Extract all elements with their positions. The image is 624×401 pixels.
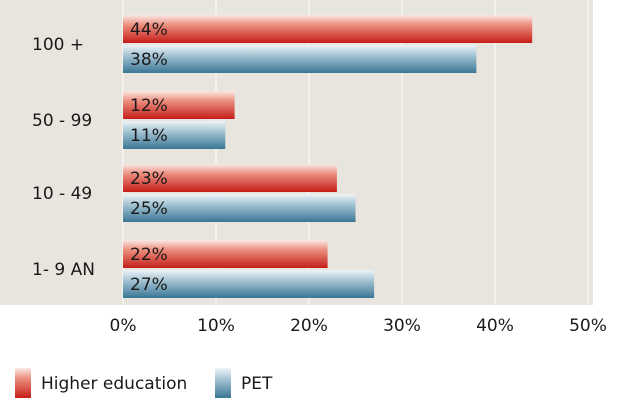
x-tick-label: 10% — [197, 316, 235, 336]
x-tick-label: 50% — [569, 316, 607, 336]
category-label: 100 + — [32, 35, 84, 55]
category-label: 10 - 49 — [32, 184, 92, 204]
bar — [123, 164, 337, 192]
bar — [123, 15, 533, 43]
x-tick-label: 0% — [110, 316, 137, 336]
bar-value-label: 44% — [130, 20, 168, 40]
category-label: 1- 9 AN — [32, 260, 95, 280]
bar-value-label: 38% — [130, 50, 168, 70]
x-tick-label: 40% — [476, 316, 514, 336]
legend-label: Higher education — [41, 374, 187, 394]
bar-value-label: 23% — [130, 169, 168, 189]
legend-swatch — [15, 368, 31, 398]
category-label: 50 - 99 — [32, 111, 92, 131]
bar-value-label: 12% — [130, 96, 168, 116]
bar-value-label: 11% — [130, 126, 168, 146]
bar — [123, 270, 375, 298]
bar — [123, 45, 477, 73]
bar — [123, 194, 356, 222]
bar — [123, 121, 226, 149]
x-tick-label: 30% — [383, 316, 421, 336]
legend-swatch — [215, 368, 231, 398]
bar-value-label: 22% — [130, 245, 168, 265]
legend-label: PET — [241, 374, 273, 394]
bar-value-label: 27% — [130, 275, 168, 295]
x-tick-label: 20% — [290, 316, 328, 336]
bar — [123, 240, 328, 268]
bar — [123, 91, 235, 119]
bar-value-label: 25% — [130, 199, 168, 219]
